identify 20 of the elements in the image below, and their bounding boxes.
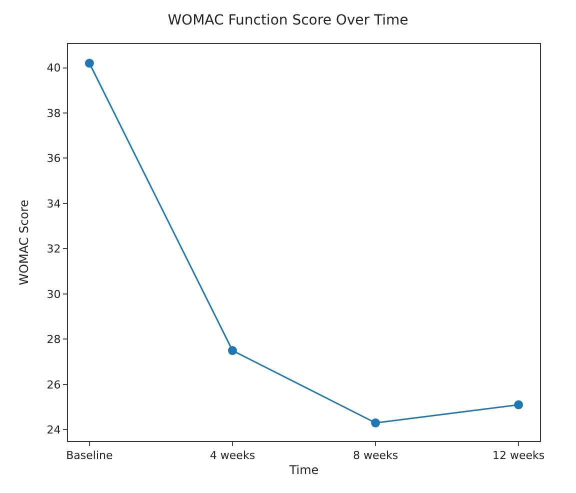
point xyxy=(84,58,94,68)
x-axis-title: Time xyxy=(288,463,319,478)
y-tick-label: 36 xyxy=(46,152,61,166)
point xyxy=(371,418,380,428)
y-tick-label: 26 xyxy=(46,378,61,392)
y-tick-label: 32 xyxy=(46,242,61,256)
x-tick-label: 4 weeks xyxy=(210,449,256,462)
point xyxy=(228,346,237,356)
x-tick-label: Baseline xyxy=(66,449,113,462)
point xyxy=(514,400,524,410)
y-tick-label: 34 xyxy=(46,197,61,210)
x-tick-label: 12 weeks xyxy=(492,449,545,462)
y-tick-label: 38 xyxy=(46,106,61,120)
x-tick-label: 8 weeks xyxy=(352,449,398,462)
y-tick-label: 40 xyxy=(46,62,61,75)
y-tick-label: 30 xyxy=(46,288,61,301)
y-tick-label: 28 xyxy=(46,333,61,346)
chart-title: WOMAC Function Score Over Time xyxy=(168,12,408,29)
y-tick-label: 24 xyxy=(46,424,61,437)
y-axis-title: WOMAC Score xyxy=(17,200,32,286)
